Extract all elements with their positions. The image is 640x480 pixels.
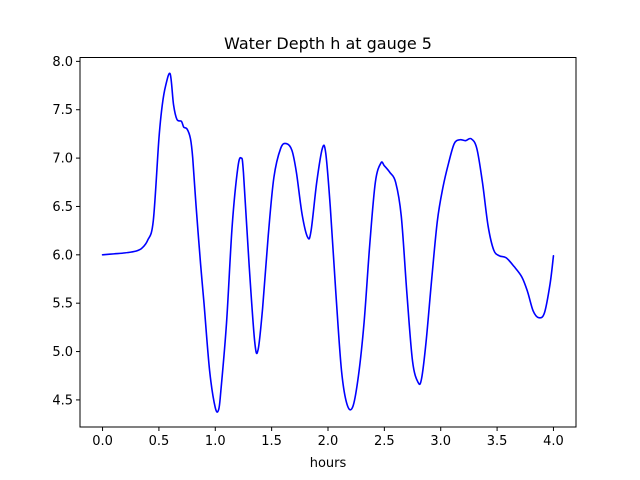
x-axis-ticks: 0.0 0.5 1.0 1.5 2.0 2.5 3.0 3.5 4.0 [92,427,564,449]
x-tick-label: 1.5 [261,434,282,449]
x-tick-label: 0.5 [149,434,170,449]
series-line-water-depth [101,72,555,413]
x-tick-label: 3.5 [487,434,508,449]
y-tick-label: 6.0 [52,248,73,263]
x-tick-label: 2.5 [374,434,395,449]
plot-area-frame [79,57,577,428]
y-tick-label: 6.5 [52,200,73,215]
chart-title: Water Depth h at gauge 5 [224,34,432,53]
x-tick-label: 2.0 [318,434,339,449]
y-axis-ticks: 4.5 5.0 5.5 6.0 6.5 7.0 7.5 8.0 [52,55,80,408]
series-group [101,72,555,413]
y-tick-label: 4.5 [52,393,73,408]
y-tick-label: 5.0 [52,345,73,360]
x-tick-label: 0.0 [92,434,113,449]
y-tick-label: 7.5 [52,103,73,118]
x-tick-label: 1.0 [205,434,226,449]
x-axis-label: hours [310,456,347,471]
y-tick-label: 7.0 [52,152,73,167]
x-tick-label: 4.0 [543,434,564,449]
y-tick-label: 8.0 [52,55,73,70]
x-tick-label: 3.0 [430,434,451,449]
y-tick-label: 5.5 [52,297,73,312]
